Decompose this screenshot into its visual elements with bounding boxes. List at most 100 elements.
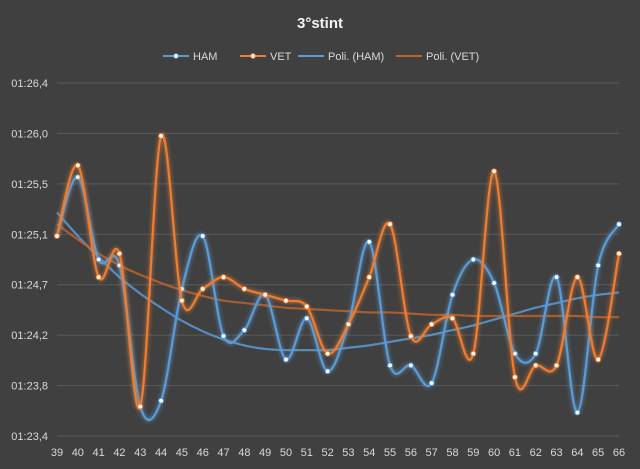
series-layer — [54, 133, 622, 421]
data-point-ham — [283, 356, 289, 363]
x-tick-label: 64 — [571, 447, 583, 459]
x-tick-label: 57 — [426, 447, 438, 459]
legend-label: Poli. (VET) — [426, 51, 479, 63]
series-vet — [54, 133, 622, 410]
legend-item-poli-vet: Poli. (VET) — [396, 51, 479, 63]
data-point-vet — [116, 250, 123, 257]
y-tick-label: 01:25,5 — [11, 179, 48, 191]
data-point-vet — [512, 374, 518, 381]
data-point-vet — [241, 286, 248, 292]
data-point-ham — [491, 280, 498, 286]
data-point-vet — [616, 250, 622, 257]
data-point-vet — [595, 356, 602, 363]
data-point-vet — [366, 274, 373, 281]
x-tick-label: 60 — [488, 447, 500, 459]
data-point-ham — [616, 221, 622, 228]
y-tick-label: 01:24,7 — [11, 280, 48, 292]
data-point-ham — [220, 333, 227, 339]
series-poli-ham — [56, 211, 620, 352]
data-point-ham — [324, 368, 331, 375]
x-tick-label: 45 — [176, 447, 188, 459]
x-tick-label: 63 — [550, 447, 562, 459]
data-point-vet — [303, 303, 310, 310]
data-point-vet — [324, 350, 331, 357]
data-point-vet — [199, 286, 206, 292]
data-point-ham — [470, 256, 477, 263]
y-tick-label: 01:25,1 — [11, 229, 48, 241]
data-point-vet — [470, 350, 477, 357]
chart-title: 3°stint — [297, 15, 343, 32]
data-point-ham — [407, 362, 414, 369]
legend-marker — [250, 53, 256, 59]
x-tick-label: 61 — [509, 447, 521, 459]
x-tick-label: 49 — [259, 447, 271, 459]
x-tick-label: 66 — [613, 447, 625, 459]
x-tick-label: 41 — [93, 447, 105, 459]
x-tick-label: 58 — [446, 447, 458, 459]
data-point-vet — [532, 362, 539, 369]
x-tick-label: 62 — [530, 447, 542, 459]
series-line-poli-ham — [56, 211, 620, 352]
y-axis-tick-labels: 01:23,4 01:23,8 01:24,2 01:24,7 01:25,1 01:25… — [11, 78, 48, 443]
legend: HAM VET Poli. (HAM) Poli. (VET) — [163, 51, 479, 63]
data-point-vet — [553, 362, 560, 369]
data-point-ham — [303, 315, 310, 322]
data-point-vet — [262, 291, 269, 298]
data-point-ham — [74, 174, 81, 181]
data-point-vet — [220, 274, 227, 281]
data-point-vet — [283, 297, 289, 304]
data-point-ham — [512, 350, 518, 357]
data-point-ham — [366, 238, 373, 245]
x-tick-label: 55 — [384, 447, 396, 459]
x-tick-label: 42 — [113, 447, 125, 459]
legend-item-vet: VET — [240, 51, 292, 63]
data-point-ham — [532, 350, 539, 357]
data-point-ham — [574, 409, 581, 416]
data-point-vet — [54, 233, 60, 239]
data-point-ham — [428, 380, 435, 386]
data-point-vet — [178, 297, 185, 304]
legend-label: HAM — [193, 51, 217, 63]
data-point-vet — [95, 274, 102, 281]
data-point-ham — [241, 327, 248, 334]
x-tick-label: 46 — [197, 447, 209, 459]
data-point-ham — [158, 397, 164, 404]
data-point-ham — [95, 256, 102, 263]
data-point-ham — [449, 291, 456, 298]
data-point-vet — [491, 168, 498, 175]
x-tick-label: 39 — [51, 447, 63, 459]
legend-marker — [173, 53, 179, 59]
x-tick-label: 54 — [363, 447, 375, 459]
x-tick-label: 53 — [342, 447, 354, 459]
data-point-vet — [574, 274, 581, 281]
y-tick-label: 01:26,0 — [11, 128, 48, 140]
x-tick-label: 48 — [238, 447, 250, 459]
data-point-vet — [387, 221, 393, 228]
legend-item-ham: HAM — [163, 51, 217, 63]
data-point-vet — [74, 162, 81, 169]
data-point-vet — [345, 321, 352, 328]
x-axis-tick-labels: 39 40 41 42 43 44 45 46 47 48 49 50 51 52 53 54 55 56 57 58… — [51, 447, 625, 459]
y-tick-label: 01:23,8 — [11, 381, 48, 393]
data-point-vet — [158, 133, 164, 139]
data-point-ham — [595, 262, 602, 269]
data-point-vet — [137, 403, 144, 410]
legend-item-poli-ham: Poli. (HAM) — [298, 51, 384, 63]
x-tick-label: 59 — [467, 447, 479, 459]
data-point-vet — [407, 333, 414, 339]
data-point-ham — [387, 362, 393, 369]
x-tick-label: 43 — [134, 447, 146, 459]
data-point-ham — [553, 274, 560, 281]
y-tick-label: 01:24,2 — [11, 330, 48, 342]
legend-label: VET — [270, 51, 292, 63]
x-tick-label: 65 — [592, 447, 604, 459]
y-tick-label: 01:26,4 — [11, 78, 48, 90]
series-line-vet — [55, 133, 621, 410]
y-tick-label: 01:23,4 — [11, 431, 48, 443]
x-tick-label: 40 — [72, 447, 84, 459]
data-point-vet — [449, 315, 456, 322]
x-tick-label: 51 — [301, 447, 313, 459]
data-point-ham — [199, 233, 206, 239]
legend-label: Poli. (HAM) — [328, 51, 384, 63]
